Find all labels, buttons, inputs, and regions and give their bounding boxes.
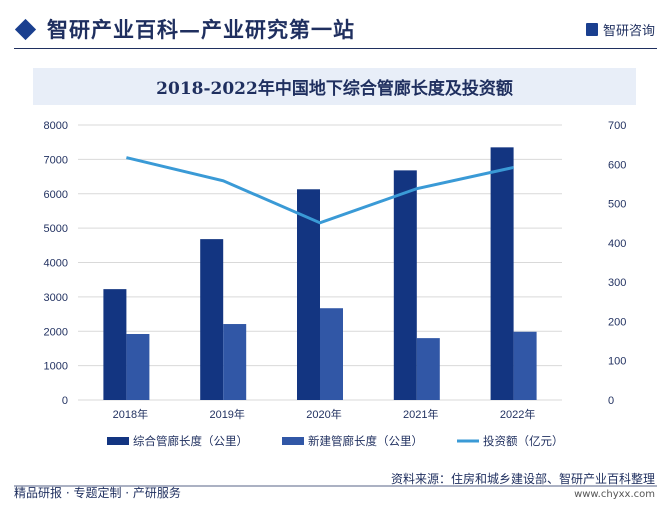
x-tick-label: 2019年 [209, 407, 244, 421]
logo: 智研咨询 [585, 20, 655, 39]
y-right-tick-label: 100 [608, 356, 626, 368]
bar-new-length [126, 334, 150, 400]
y-left-tick-label: 4000 [44, 258, 68, 270]
logo-icon [585, 23, 598, 36]
x-tick-label: 2021年 [403, 407, 438, 421]
legend-label: 综合管廊长度（公里） [133, 434, 248, 448]
y-right-tick-label: 700 [608, 120, 626, 132]
x-tick-label: 2020年 [306, 407, 341, 421]
source-note: 资料来源：住房和城乡建设部、智研产业百科整理 [390, 472, 655, 486]
y-left-tick-label: 8000 [44, 120, 68, 132]
legend-swatch [107, 437, 129, 445]
y-left-tick-label: 1000 [44, 361, 68, 373]
y-right-tick-label: 0 [608, 395, 614, 407]
y-right-tick-label: 300 [608, 277, 626, 289]
y-right-tick-label: 500 [608, 199, 626, 211]
y-right-tick-label: 200 [608, 316, 626, 328]
bar-total-length [297, 189, 320, 400]
bar-total-length [103, 289, 127, 400]
bar-total-length [200, 239, 224, 400]
x-tick-label: 2022年 [500, 407, 535, 421]
header-title: 智研产业百科—产业研究第一站 [47, 17, 355, 42]
website-url: www.chyxx.com [574, 489, 655, 500]
header: 智研产业百科—产业研究第一站 [14, 12, 355, 46]
footer-services: 精品研报 · 专题定制 · 产研服务 [14, 486, 181, 500]
y-left-tick-label: 3000 [44, 292, 68, 304]
y-right-tick-label: 600 [608, 159, 626, 171]
bar-total-length [393, 170, 417, 400]
legend-label: 新建管廊长度（公里） [308, 434, 423, 448]
bar-new-length [320, 308, 343, 400]
bar-total-length [490, 147, 514, 400]
bar-new-length [416, 338, 440, 400]
x-tick-label: 2018年 [113, 407, 148, 421]
y-left-tick-label: 0 [62, 395, 68, 407]
y-right-tick-label: 400 [608, 238, 626, 250]
y-left-tick-label: 2000 [44, 326, 68, 338]
y-left-tick-label: 7000 [44, 154, 68, 166]
logo-text: 智研咨询 [602, 24, 655, 39]
chart-title-bar: 2018-2022年中国地下综合管廊长度及投资额 [33, 68, 636, 105]
header-divider [14, 48, 657, 49]
y-left-tick-label: 5000 [44, 223, 68, 235]
legend-swatch [282, 437, 304, 445]
bar-new-length [223, 324, 247, 400]
y-left-tick-label: 6000 [44, 189, 68, 201]
bar-new-length [513, 331, 537, 400]
chart-title: 2018-2022年中国地下综合管廊长度及投资额 [156, 79, 513, 99]
legend-label: 投资额（亿元） [483, 434, 564, 448]
